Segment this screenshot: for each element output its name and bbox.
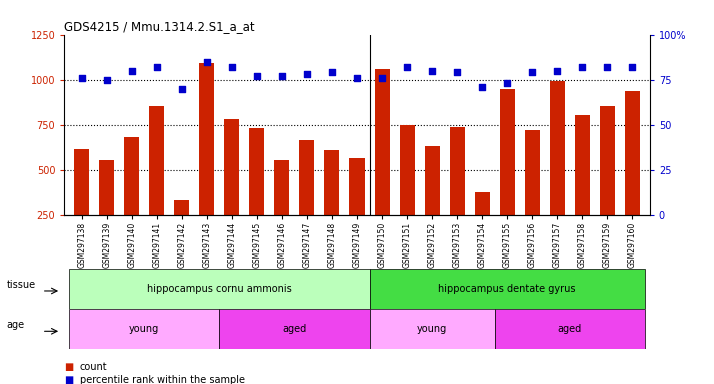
Point bbox=[376, 75, 388, 81]
Point bbox=[626, 64, 638, 70]
Text: GDS4215 / Mmu.1314.2.S1_a_at: GDS4215 / Mmu.1314.2.S1_a_at bbox=[64, 20, 255, 33]
Bar bbox=[370, 309, 495, 349]
Text: aged: aged bbox=[558, 324, 582, 334]
Bar bbox=[600, 106, 615, 260]
Bar bbox=[525, 130, 540, 260]
Point bbox=[451, 70, 463, 76]
Bar bbox=[450, 127, 465, 260]
Bar bbox=[224, 119, 239, 260]
Bar bbox=[425, 146, 440, 260]
Text: aged: aged bbox=[282, 324, 306, 334]
Point bbox=[426, 68, 438, 74]
Bar bbox=[500, 89, 515, 260]
Bar bbox=[575, 115, 590, 260]
Bar bbox=[349, 158, 365, 260]
Text: percentile rank within the sample: percentile rank within the sample bbox=[80, 375, 245, 384]
Point bbox=[226, 64, 238, 70]
Bar bbox=[375, 69, 390, 260]
Bar bbox=[299, 140, 314, 260]
Point bbox=[526, 70, 538, 76]
Bar bbox=[370, 269, 645, 309]
Text: young: young bbox=[129, 324, 159, 334]
Point bbox=[301, 71, 313, 77]
Text: age: age bbox=[6, 320, 24, 330]
Bar bbox=[74, 149, 89, 260]
Text: hippocampus cornu ammonis: hippocampus cornu ammonis bbox=[147, 284, 292, 294]
Bar bbox=[219, 309, 370, 349]
Bar bbox=[400, 125, 415, 260]
Bar bbox=[174, 200, 189, 260]
Bar bbox=[149, 106, 164, 260]
Bar bbox=[249, 128, 264, 260]
Text: tissue: tissue bbox=[6, 280, 36, 290]
Bar bbox=[69, 269, 370, 309]
Point bbox=[601, 64, 613, 70]
Bar bbox=[475, 192, 490, 260]
Point bbox=[476, 84, 488, 90]
Text: ■: ■ bbox=[64, 362, 74, 372]
Point bbox=[201, 59, 213, 65]
Point bbox=[126, 68, 138, 74]
Bar bbox=[495, 309, 645, 349]
Bar bbox=[324, 150, 339, 260]
Point bbox=[351, 75, 363, 81]
Point bbox=[101, 77, 113, 83]
Point bbox=[176, 86, 188, 92]
Text: ■: ■ bbox=[64, 375, 74, 384]
Bar bbox=[550, 81, 565, 260]
Text: count: count bbox=[80, 362, 108, 372]
Point bbox=[326, 70, 338, 76]
Bar bbox=[199, 63, 214, 260]
Bar bbox=[274, 160, 289, 260]
Bar bbox=[124, 137, 139, 260]
Bar bbox=[99, 160, 114, 260]
Point bbox=[551, 68, 563, 74]
Point bbox=[576, 64, 588, 70]
Point bbox=[401, 64, 413, 70]
Point bbox=[76, 75, 88, 81]
Text: hippocampus dentate gyrus: hippocampus dentate gyrus bbox=[438, 284, 576, 294]
Text: young: young bbox=[417, 324, 447, 334]
Point bbox=[251, 73, 263, 79]
Bar bbox=[625, 91, 640, 260]
Point bbox=[276, 73, 288, 79]
Point bbox=[151, 64, 163, 70]
Point bbox=[501, 80, 513, 86]
Bar bbox=[69, 309, 219, 349]
